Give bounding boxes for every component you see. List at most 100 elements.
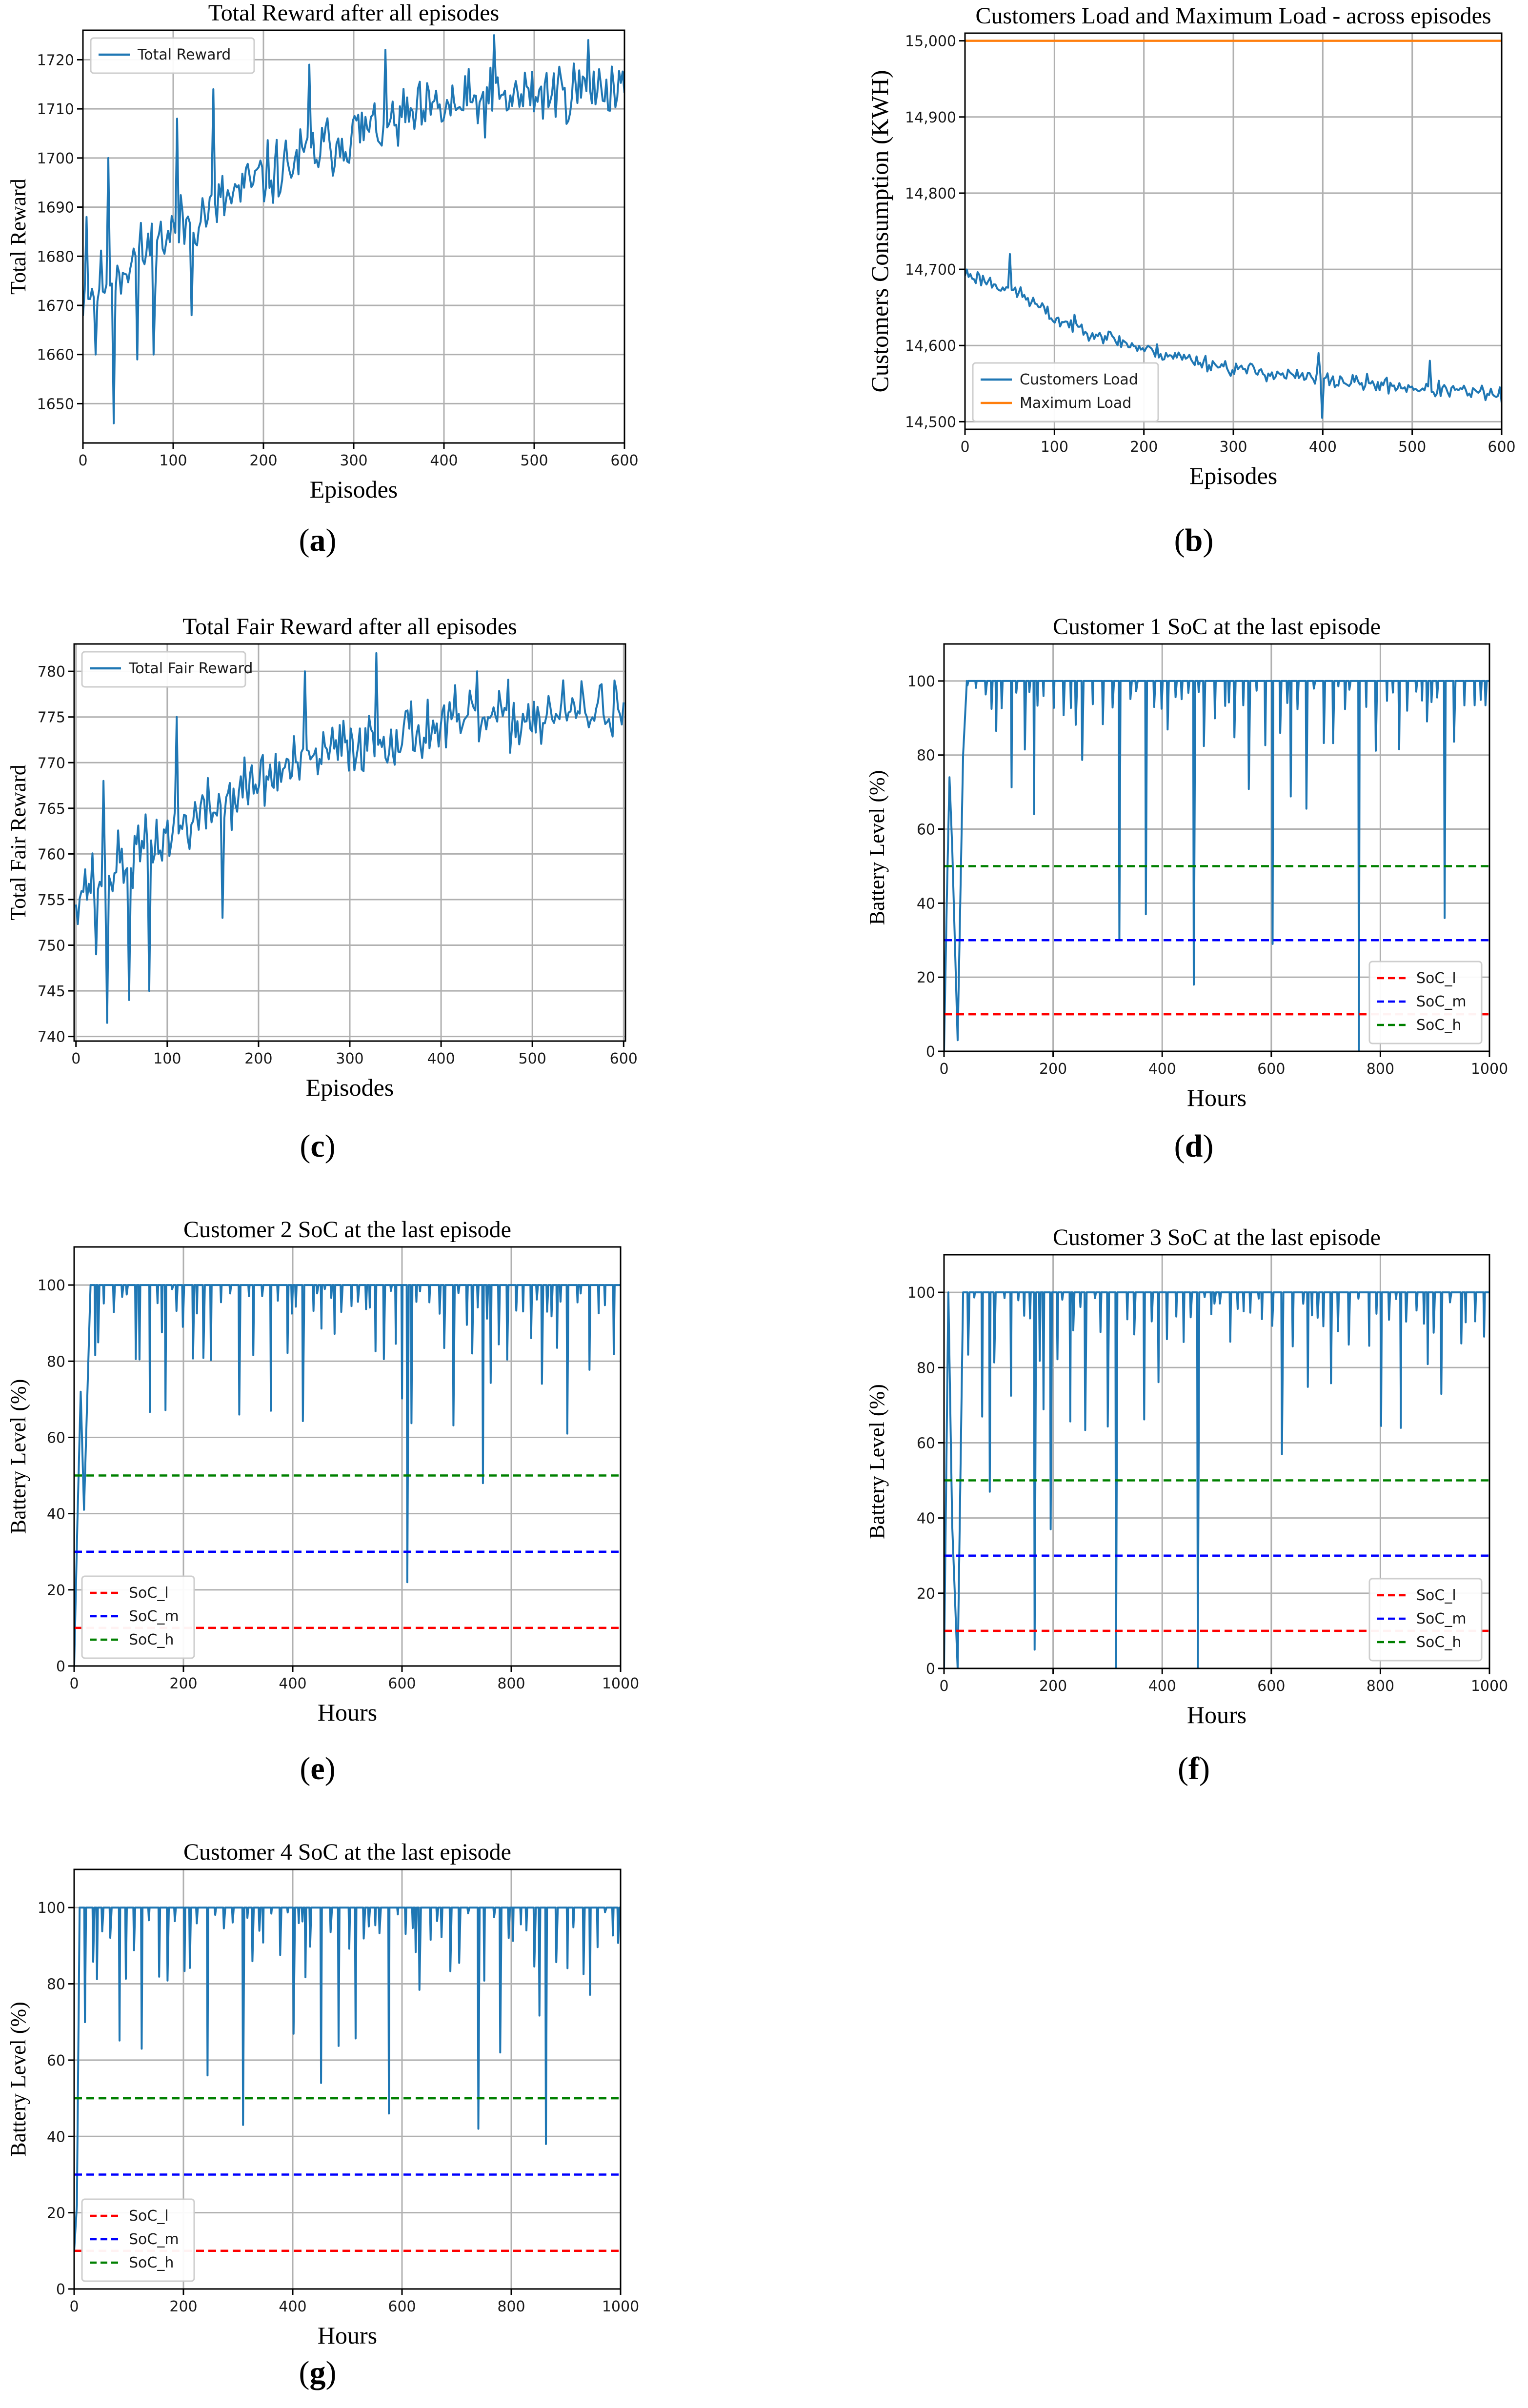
x-tick-label: 400 xyxy=(430,452,458,469)
y-tick-label: 745 xyxy=(38,983,65,1000)
legend: SoC_l SoC_m SoC_h xyxy=(1368,961,1483,1044)
x-tick-label: 1000 xyxy=(1471,1061,1508,1078)
y-tick-label: 1660 xyxy=(37,347,74,364)
legend-box xyxy=(81,1575,195,1659)
legend-label-soc-l: SoC_l xyxy=(129,1585,169,1602)
x-tick-label: 600 xyxy=(1257,1061,1285,1078)
legend-label-soc-h: SoC_h xyxy=(129,2254,174,2271)
series-line-total-fair-reward xyxy=(75,652,625,1024)
y-tick-label: 40 xyxy=(47,2128,65,2146)
legend-box xyxy=(1368,961,1483,1044)
y-axis-label: Battery Level (%) xyxy=(865,1384,889,1539)
legend-label-soc-h: SoC_h xyxy=(1416,1017,1461,1034)
legend-box xyxy=(972,362,1159,422)
y-tick-label: 740 xyxy=(38,1029,65,1046)
y-tick-label: 20 xyxy=(47,2205,65,2222)
x-axis-label: Episodes xyxy=(306,1074,394,1101)
caption-d: (d) xyxy=(1174,1128,1214,1164)
y-tick-label: 80 xyxy=(917,747,935,764)
chart-customer-1-soc: 0 200 400 600 800 1000 0 20 40 60 80 100 Customer 1 … xyxy=(865,614,1508,1111)
x-tick-label: 0 xyxy=(960,439,969,456)
legend: SoC_l SoC_m SoC_h xyxy=(81,2198,195,2282)
chart-customer-3-soc: 0 200 400 600 800 1000 0 20 40 60 80 100 Customer 3 … xyxy=(865,1224,1508,1728)
legend-label-soc-h: SoC_h xyxy=(1416,1634,1461,1651)
series-line-soc xyxy=(74,1906,621,2251)
legend-label-soc-m: SoC_m xyxy=(129,2231,179,2248)
x-axis-label: Episodes xyxy=(310,476,398,503)
x-tick-label: 100 xyxy=(1041,439,1068,456)
x-tick-label: 100 xyxy=(153,1050,181,1067)
plot-frame xyxy=(73,1246,622,1667)
legend-label-maximum-load: Maximum Load xyxy=(1020,395,1131,412)
x-tick-label: 0 xyxy=(78,452,87,469)
y-tick-label: 100 xyxy=(38,1900,65,1917)
y-tick-label: 40 xyxy=(917,1510,935,1527)
x-tick-label: 1000 xyxy=(602,2298,639,2315)
x-tick-label: 400 xyxy=(1148,1061,1176,1078)
y-tick-label: 80 xyxy=(47,1976,65,1993)
y-tick-label: 60 xyxy=(47,2052,65,2069)
chart-title: Customer 4 SoC at the last episode xyxy=(183,1839,511,1865)
x-tick-label: 800 xyxy=(497,2298,525,2315)
chart-title: Customer 2 SoC at the last episode xyxy=(183,1217,511,1243)
x-tick-label: 400 xyxy=(279,2298,306,2315)
x-tick-label: 200 xyxy=(1039,1061,1067,1078)
legend-label-soc-h: SoC_h xyxy=(129,1631,174,1648)
x-tick-label: 600 xyxy=(610,452,638,469)
caption-g: (g) xyxy=(299,2355,337,2390)
y-tick-label: 100 xyxy=(38,1277,65,1294)
chart-title: Total Fair Reward after all episodes xyxy=(182,614,517,640)
y-tick-label: 100 xyxy=(907,1284,935,1302)
y-tick-label: 750 xyxy=(38,938,65,955)
y-tick-label: 20 xyxy=(917,969,935,986)
x-tick-label: 200 xyxy=(244,1050,272,1067)
legend-label-soc-l: SoC_l xyxy=(129,2207,169,2225)
legend-label-total-reward: Total Reward xyxy=(137,46,231,63)
y-tick-label: 780 xyxy=(38,663,65,681)
y-tick-label: 80 xyxy=(47,1353,65,1370)
legend-box xyxy=(90,37,255,74)
y-tick-label: 0 xyxy=(926,1043,935,1061)
x-tick-label: 200 xyxy=(249,452,277,469)
x-axis-label: Hours xyxy=(318,2322,377,2349)
y-tick-label: 20 xyxy=(47,1582,65,1599)
y-tick-label: 1710 xyxy=(37,101,74,118)
x-tick-label: 600 xyxy=(610,1050,638,1067)
legend-label-soc-m: SoC_m xyxy=(1416,993,1467,1010)
series-line-customers-load xyxy=(965,253,1502,419)
chart-customer-4-soc: 0 200 400 600 800 1000 0 20 40 60 80 100 Customer 4 … xyxy=(6,1839,639,2349)
y-tick-label: 20 xyxy=(917,1585,935,1603)
legend-label-soc-l: SoC_l xyxy=(1416,970,1456,987)
chart-panel-b: 0 100 200 300 400 500 600 14,500 14,600 14,700 14,… xyxy=(859,0,1528,517)
y-tick-label: 0 xyxy=(56,1658,65,1675)
legend: Customers Load Maximum Load xyxy=(972,362,1159,422)
y-tick-label: 775 xyxy=(38,709,65,726)
legend-label-customers-load: Customers Load xyxy=(1020,371,1138,388)
chart-title: Total Reward after all episodes xyxy=(208,0,499,26)
x-tick-label: 800 xyxy=(1367,1678,1394,1695)
y-tick-label: 100 xyxy=(907,673,935,690)
y-axis-label: Battery Level (%) xyxy=(6,1379,30,1534)
y-tick-label: 40 xyxy=(47,1506,65,1523)
plot-frame xyxy=(943,643,1490,1052)
y-tick-label: 60 xyxy=(917,1435,935,1452)
x-tick-label: 600 xyxy=(1488,439,1515,456)
x-tick-label: 1000 xyxy=(602,1675,639,1692)
legend-label-soc-m: SoC_m xyxy=(1416,1610,1467,1627)
x-tick-label: 600 xyxy=(1257,1678,1285,1695)
x-tick-label: 400 xyxy=(427,1050,455,1067)
y-tick-label: 80 xyxy=(917,1360,935,1377)
chart-title: Customer 3 SoC at the last episode xyxy=(1053,1224,1381,1250)
x-tick-label: 0 xyxy=(939,1678,948,1695)
x-tick-label: 800 xyxy=(1367,1061,1394,1078)
x-tick-label: 400 xyxy=(1309,439,1337,456)
x-tick-label: 400 xyxy=(279,1675,306,1692)
x-tick-label: 200 xyxy=(169,1675,197,1692)
y-tick-label: 14,800 xyxy=(905,185,956,202)
chart-panel-e: 0 200 400 600 800 1000 0 20 40 60 80 100 Customer 2 … xyxy=(0,1210,683,1727)
chart-total-reward: 0 100 200 300 400 500 600 1650 1660 1670 1680 1690 1… xyxy=(6,0,639,503)
series-line-soc xyxy=(944,680,1489,1051)
chart-total-fair-reward: 0 100 200 300 400 500 600 740 745 750 755 760 765 770… xyxy=(6,614,638,1101)
y-tick-label: 770 xyxy=(38,755,65,772)
y-tick-label: 1700 xyxy=(37,150,74,167)
